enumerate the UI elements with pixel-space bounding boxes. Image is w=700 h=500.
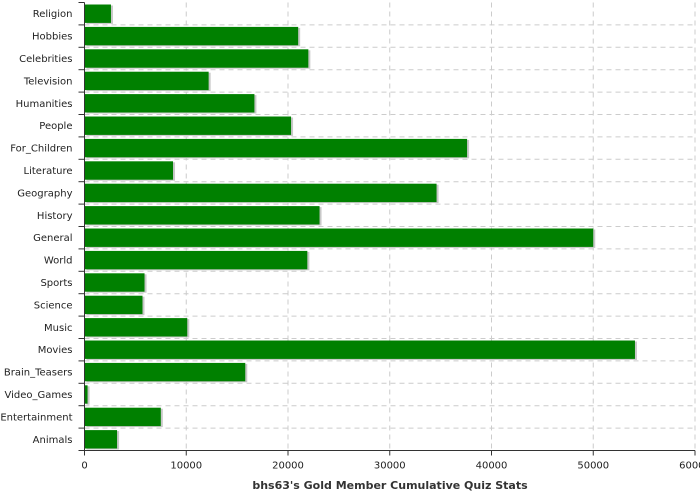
y-tick-label: Literature bbox=[24, 166, 73, 177]
y-tick-label: People bbox=[39, 121, 72, 132]
bar-brain_teasers bbox=[84, 362, 246, 382]
x-tick-label: 40000 bbox=[476, 461, 508, 472]
y-tick-label: Entertainment bbox=[0, 412, 72, 423]
bar-world bbox=[84, 250, 308, 270]
y-tick-label: Animals bbox=[33, 435, 73, 446]
x-tick-label: 0 bbox=[81, 461, 87, 472]
bar-hobbies bbox=[84, 26, 299, 46]
y-tick-label: Sports bbox=[40, 278, 72, 289]
y-tick-label: Science bbox=[34, 300, 73, 311]
y-tick-label: For_Children bbox=[10, 144, 72, 155]
y-tick-label: Humanities bbox=[16, 99, 73, 110]
y-tick-label: Movies bbox=[38, 345, 73, 356]
y-tick-label: Religion bbox=[33, 9, 73, 20]
bar-general bbox=[84, 228, 594, 247]
y-tick-label: Hobbies bbox=[32, 32, 72, 43]
bar-history bbox=[84, 206, 320, 225]
bar-television bbox=[84, 71, 209, 91]
bar-people bbox=[84, 116, 292, 135]
y-tick-label: World bbox=[44, 256, 73, 267]
bar-geography bbox=[84, 183, 437, 203]
bar-literature bbox=[84, 161, 174, 180]
x-axis-label: bhs63's Gold Member Cumulative Quiz Stat… bbox=[252, 479, 528, 492]
y-tick-label: Video_Games bbox=[5, 390, 73, 401]
x-tick-label: 20000 bbox=[272, 461, 304, 472]
x-tick-label: 10000 bbox=[170, 461, 202, 472]
bar-animals bbox=[84, 430, 118, 449]
x-tick-label: 30000 bbox=[374, 461, 406, 472]
bar-music bbox=[84, 318, 188, 337]
y-tick-label: Geography bbox=[17, 188, 72, 199]
bar-humanities bbox=[84, 94, 255, 113]
y-tick-label: Music bbox=[44, 323, 72, 334]
y-tick-label: History bbox=[37, 211, 73, 222]
bar-celebrities bbox=[84, 49, 309, 68]
bar-for_children bbox=[84, 138, 468, 158]
bar-movies bbox=[84, 340, 635, 359]
bar-sports bbox=[84, 273, 145, 292]
y-tick-label: Celebrities bbox=[19, 54, 72, 65]
y-tick-label: General bbox=[33, 233, 72, 244]
bar-religion bbox=[84, 4, 111, 23]
bar-entertainment bbox=[84, 407, 161, 427]
bar-video_games bbox=[84, 385, 88, 404]
y-tick-label: Brain_Teasers bbox=[4, 368, 73, 379]
bar-science bbox=[84, 295, 143, 315]
y-tick-label: Television bbox=[23, 76, 73, 87]
bar-shadow bbox=[86, 386, 90, 405]
x-tick-label: 50000 bbox=[577, 461, 609, 472]
x-tick-label: 60000 bbox=[679, 461, 700, 472]
